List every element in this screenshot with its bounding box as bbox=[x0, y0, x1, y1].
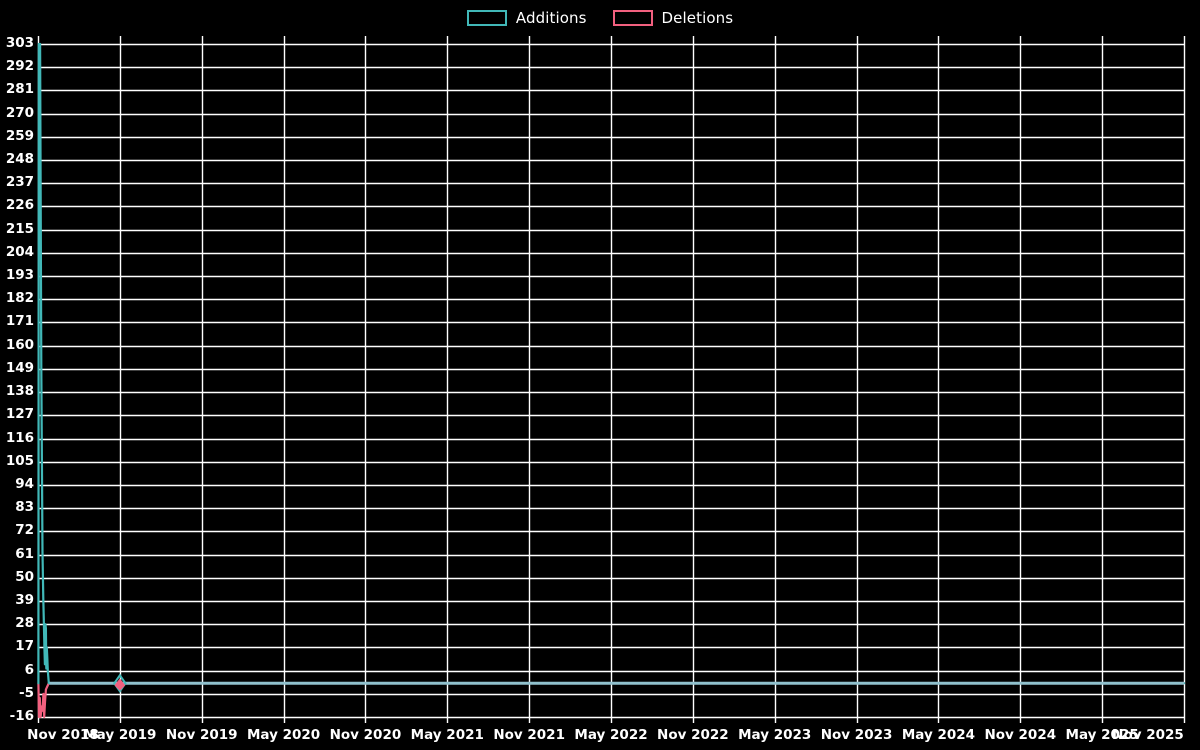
y-axis-tick-label: 248 bbox=[5, 151, 34, 168]
data-point-marker-deletions[interactable] bbox=[114, 678, 126, 691]
x-axis-tick-label: Nov 2024 bbox=[984, 727, 1057, 743]
y-axis-tick-label: 226 bbox=[5, 197, 34, 214]
y-axis-tick-label: -16 bbox=[9, 708, 34, 724]
y-axis-tick-label: 259 bbox=[5, 127, 34, 144]
y-axis: 303 292 281 270 259 248 237 226 215 204 193 182 171 1… bbox=[0, 0, 34, 750]
y-axis-tick-label: 281 bbox=[5, 81, 34, 98]
legend-label-deletions: Deletions bbox=[661, 9, 734, 27]
chart-legend: Additions Deletions bbox=[0, 0, 1200, 36]
x-axis-tick-label: May 2022 bbox=[574, 727, 648, 743]
y-axis-tick-label: 105 bbox=[5, 452, 34, 469]
y-axis-tick-label: 72 bbox=[15, 522, 34, 539]
y-axis-tick-label: 171 bbox=[5, 313, 34, 330]
y-axis-tick-label: 237 bbox=[5, 174, 34, 191]
x-axis-tick-label: Nov 2018 bbox=[27, 727, 99, 743]
y-axis-tick-label: 303 bbox=[5, 35, 34, 51]
y-axis-tick-label: 127 bbox=[5, 406, 34, 423]
y-axis-tick-label: 193 bbox=[5, 267, 34, 284]
legend-swatch-additions bbox=[466, 10, 507, 26]
x-axis-tick-label: May 2021 bbox=[410, 727, 484, 743]
series-line-additions bbox=[37, 42, 1186, 685]
y-axis-tick-label: -5 bbox=[19, 684, 34, 701]
x-axis-tick-label: Nov 2021 bbox=[493, 727, 565, 743]
legend-swatch-deletions bbox=[612, 10, 653, 26]
x-axis-tick-label: May 2019 bbox=[83, 727, 157, 743]
data-point-marker-additions[interactable] bbox=[113, 673, 127, 693]
y-axis-tick-label: 50 bbox=[15, 568, 34, 585]
y-axis-tick-label: 292 bbox=[5, 58, 34, 75]
x-axis-tick-label: Nov 2020 bbox=[329, 727, 402, 743]
y-axis-tick-label: 270 bbox=[5, 104, 34, 121]
x-axis-tick-label: May 2023 bbox=[738, 727, 812, 743]
x-axis-tick-label: May 2024 bbox=[901, 727, 976, 743]
y-axis-tick-label: 17 bbox=[15, 638, 34, 655]
x-axis-tick-label: Nov 2019 bbox=[165, 727, 238, 743]
y-axis-tick-label: 215 bbox=[5, 220, 34, 237]
y-axis-tick-label: 138 bbox=[5, 383, 34, 400]
x-axis-tick-label: May 2025 bbox=[1065, 727, 1139, 743]
y-axis-tick-label: 204 bbox=[5, 243, 34, 260]
y-axis-tick-label: 83 bbox=[15, 499, 34, 516]
y-axis-tick-label: 28 bbox=[15, 615, 34, 632]
legend-item-deletions[interactable]: Deletions bbox=[612, 9, 734, 27]
legend-label-additions: Additions bbox=[515, 9, 587, 27]
legend-item-additions[interactable]: Additions bbox=[466, 9, 587, 27]
x-axis-tick-label: Nov 2025 bbox=[1112, 727, 1184, 743]
y-axis-tick-label: 94 bbox=[15, 475, 34, 492]
series-line-deletions bbox=[37, 682, 1186, 719]
x-axis-tick-label: May 2020 bbox=[246, 727, 321, 743]
x-axis-tick-label: Nov 2022 bbox=[657, 727, 729, 743]
y-axis-tick-label: 182 bbox=[5, 290, 34, 307]
y-axis-tick-label: 61 bbox=[15, 545, 34, 562]
y-axis-tick-label: 116 bbox=[5, 429, 34, 446]
y-axis-tick-label: 160 bbox=[5, 336, 34, 353]
y-axis-tick-label: 149 bbox=[5, 359, 34, 376]
x-axis-tick-label: Nov 2023 bbox=[820, 727, 893, 743]
y-axis-tick-label: 6 bbox=[24, 661, 34, 678]
y-axis-tick-label: 39 bbox=[15, 591, 34, 608]
